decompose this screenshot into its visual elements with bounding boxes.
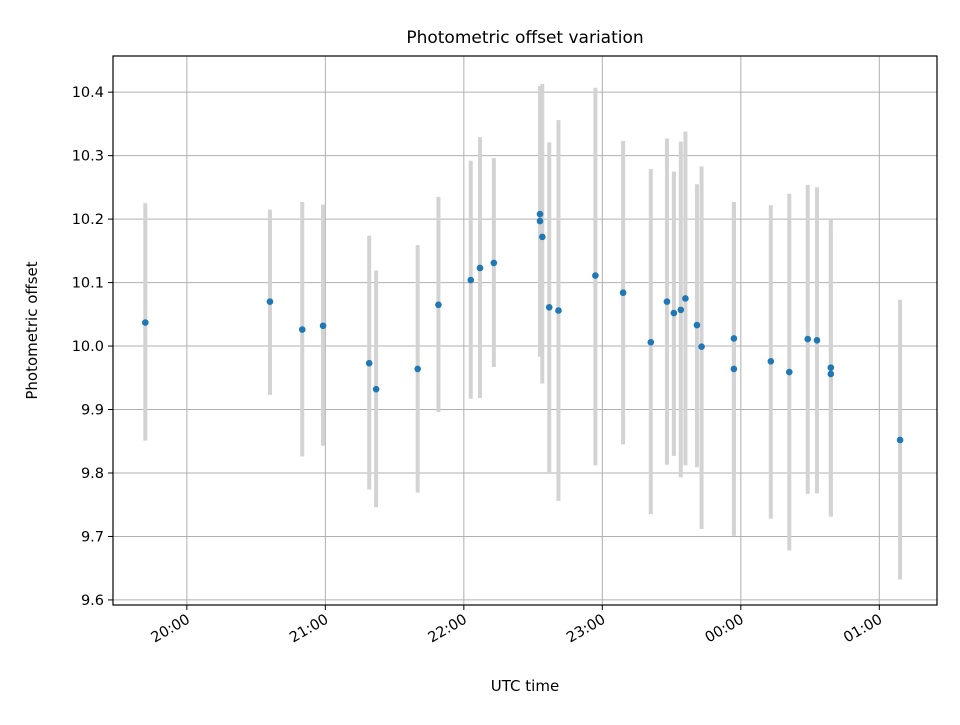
y-axis-label: Photometric offset — [23, 261, 41, 399]
data-point — [647, 338, 655, 346]
data-point — [467, 276, 475, 284]
data-point — [663, 298, 671, 305]
grid-layer — [113, 56, 937, 605]
x-tick-label: 22:00 — [426, 612, 470, 647]
data-point — [372, 385, 380, 393]
data-point — [767, 357, 775, 365]
x-tick-label: 01:00 — [841, 612, 885, 647]
plot-frame — [112, 55, 938, 606]
data-point — [298, 326, 306, 333]
data-point — [365, 359, 373, 367]
y-tick-label: 10.4 — [72, 85, 104, 101]
data-point — [698, 343, 705, 350]
data-point — [827, 364, 835, 371]
x-axis-label: UTC time — [491, 677, 559, 695]
data-point — [619, 289, 627, 297]
data-point — [670, 309, 678, 317]
data-point — [142, 319, 149, 326]
data-point — [785, 368, 793, 376]
x-tick-label: 21:00 — [287, 612, 331, 647]
y-tick-label: 10.0 — [72, 339, 104, 355]
data-point — [539, 233, 546, 241]
data-point — [545, 304, 553, 311]
data-point — [536, 217, 544, 225]
errorbar-layer — [143, 83, 903, 580]
data-point — [682, 295, 689, 302]
data-point — [730, 335, 738, 342]
x-tick-label: 23:00 — [564, 612, 608, 647]
y-tick-label: 10.2 — [72, 212, 104, 228]
data-point — [804, 335, 812, 343]
x-tick-label: 20:00 — [149, 612, 193, 647]
data-point — [827, 370, 835, 378]
y-tick-label: 9.6 — [81, 593, 104, 609]
data-point — [730, 365, 738, 373]
data-point — [555, 307, 562, 314]
data-point — [490, 259, 498, 267]
chart-title: Photometric offset variation — [406, 28, 643, 48]
data-point — [896, 436, 904, 444]
data-point — [435, 301, 442, 309]
data-point — [319, 322, 327, 330]
data-point — [693, 321, 701, 329]
data-point — [813, 337, 821, 344]
y-tick-label: 10.3 — [72, 149, 104, 165]
y-tick-label: 10.1 — [72, 276, 104, 292]
data-point — [592, 272, 599, 279]
point-layer — [142, 210, 904, 444]
y-tick-label: 9.9 — [81, 403, 104, 419]
x-tick-label: 00:00 — [703, 612, 747, 647]
y-tick-label: 9.8 — [81, 466, 104, 482]
data-point — [536, 210, 544, 218]
data-point — [476, 264, 484, 272]
data-point — [266, 298, 274, 305]
y-tick-label: 9.7 — [81, 529, 104, 545]
data-point — [414, 365, 421, 373]
data-point — [677, 306, 685, 314]
